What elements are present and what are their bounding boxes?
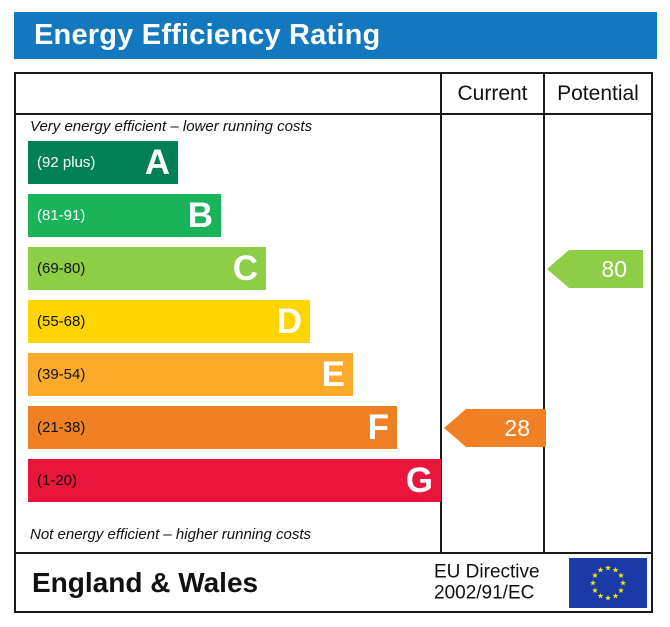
band-letter-d: D [276,302,302,341]
band-letter-g: G [405,461,433,500]
band-range-c: (69-80) [37,260,86,277]
marker-value: 28 [504,414,530,441]
energy-band-a: (92 plus) A [28,141,178,184]
marker-current-rating: 28 [444,409,546,447]
eu-flag-icon [569,557,647,608]
column-divider-current [440,74,442,552]
marker-value: 80 [601,255,627,282]
eu-directive-line-1: EU Directive [434,561,540,583]
eu-directive-label: EU Directive 2002/91/EC [434,561,540,604]
band-letter-b: B [187,196,213,235]
caption-efficient: Very energy efficient – lower running co… [30,118,313,135]
eu-directive-line-2: 2002/91/EC [434,582,535,604]
rating-chart-frame: Current Potential Very energy efficient … [14,72,653,613]
region-label: England & Wales [32,566,259,598]
band-range-e: (39-54) [37,366,86,383]
column-header-current: Current [457,81,528,105]
caption-inefficient: Not energy efficient – higher running co… [30,526,311,543]
footer-row: England & Wales EU Directive 2002/91/EC [16,552,651,611]
band-range-d: (55-68) [37,313,86,330]
band-letter-e: E [321,355,345,394]
band-range-g: (1-20) [37,472,78,489]
energy-band-g: (1-20) G [28,459,441,502]
band-letter-f: F [367,408,389,447]
band-range-f: (21-38) [37,419,86,436]
energy-band-f: (21-38) F [28,406,397,449]
column-header-potential: Potential [557,81,639,105]
band-letter-a: A [144,143,170,182]
band-range-b: (81-91) [37,207,86,224]
band-range-a: (92 plus) [37,154,96,171]
page-title: Energy Efficiency Rating [34,19,381,51]
marker-potential-rating: 80 [547,250,643,288]
title-bar: Energy Efficiency Rating [14,12,657,59]
energy-band-e: (39-54) E [28,353,353,396]
table-header-row [16,74,651,115]
band-letter-c: C [232,249,258,288]
column-divider-potential [543,74,545,552]
energy-band-c: (69-80) C [28,247,266,290]
energy-band-b: (81-91) B [28,194,221,237]
energy-band-chart: Very energy efficient – lower running co… [16,115,441,552]
energy-band-d: (55-68) D [28,300,310,343]
